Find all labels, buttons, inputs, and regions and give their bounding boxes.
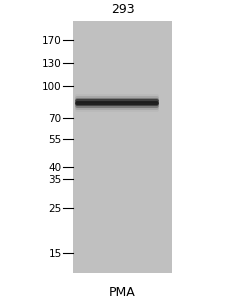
Bar: [73, 21, 172, 273]
Text: 293: 293: [111, 3, 134, 16]
Text: PMA: PMA: [109, 286, 136, 298]
